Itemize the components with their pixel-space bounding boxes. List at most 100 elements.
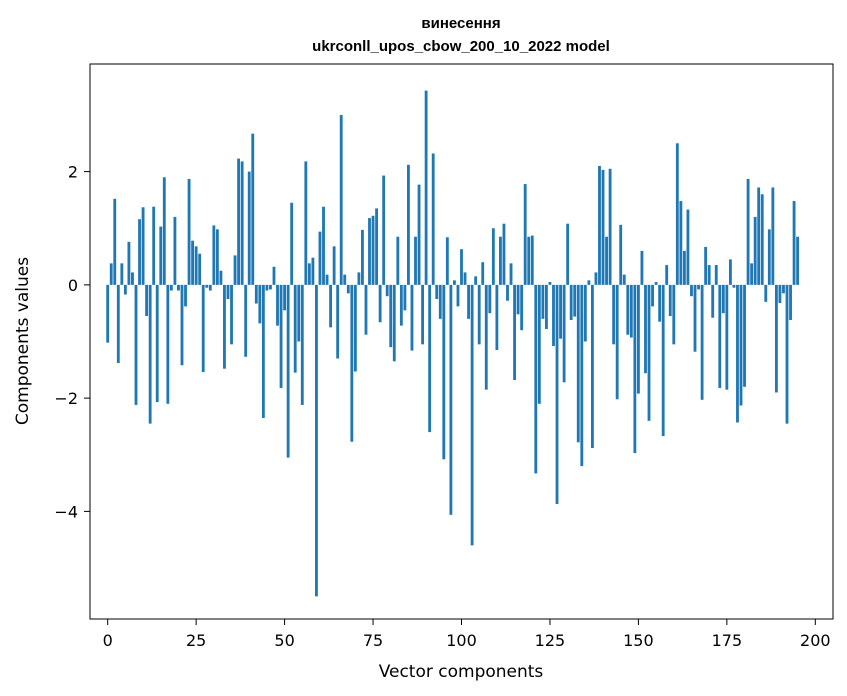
- bar-20: [177, 284, 180, 291]
- bar-113: [506, 284, 509, 301]
- bar-91: [428, 284, 432, 433]
- bar-38: [240, 161, 244, 285]
- bar-21: [180, 284, 184, 366]
- bar-49: [279, 284, 283, 388]
- bar-97: [449, 284, 453, 515]
- bar-44: [261, 284, 265, 418]
- bar-15: [159, 226, 163, 285]
- bar-182: [750, 263, 754, 285]
- bar-13: [152, 206, 156, 285]
- y-axis-ticks: −4 −2 0 2: [54, 163, 90, 521]
- bar-108: [488, 284, 492, 314]
- bar-43: [258, 284, 262, 324]
- bar-87: [414, 236, 417, 285]
- bar-90: [424, 90, 428, 285]
- bar-17: [166, 284, 170, 404]
- bar-184: [757, 187, 761, 285]
- bar-181: [746, 178, 750, 285]
- bar-169: [704, 246, 708, 285]
- bar-48: [276, 284, 279, 326]
- bar-93: [435, 284, 439, 300]
- bar-168: [700, 284, 704, 400]
- bar-94: [438, 284, 442, 319]
- bar-141: [605, 236, 608, 285]
- bar-59: [315, 284, 318, 597]
- x-tick-label: 50: [274, 631, 294, 650]
- bar-162: [679, 201, 683, 285]
- bar-76: [375, 208, 378, 285]
- bar-146: [622, 274, 626, 285]
- bar-9: [138, 219, 141, 285]
- bar-178: [736, 284, 739, 423]
- bar-163: [682, 250, 686, 285]
- bar-145: [619, 224, 623, 285]
- bar-180: [743, 284, 746, 387]
- bar-106: [481, 262, 485, 285]
- bar-159: [668, 284, 672, 317]
- bar-161: [675, 143, 679, 285]
- bar-41: [251, 133, 255, 285]
- bar-35: [230, 284, 233, 345]
- x-tick-label: 200: [800, 631, 831, 650]
- bar-160: [672, 284, 676, 345]
- bar-61: [322, 206, 325, 285]
- bar-74: [368, 218, 371, 285]
- bar-81: [392, 284, 396, 362]
- x-axis-ticks: 0 25 50 75 100 125 150 175 200: [103, 619, 831, 650]
- y-tick-label: −2: [54, 389, 78, 408]
- bar-50: [283, 284, 287, 311]
- bar-53: [293, 284, 297, 373]
- bar-172: [714, 265, 718, 285]
- x-tick-label: 100: [446, 631, 477, 650]
- bar-12: [148, 284, 152, 424]
- bar-86: [410, 284, 414, 351]
- bar-52: [290, 202, 294, 285]
- bar-89: [421, 284, 424, 345]
- bar-171: [711, 284, 715, 318]
- bars-group: [106, 90, 800, 597]
- bar-57: [307, 263, 311, 285]
- bar-45: [265, 284, 269, 291]
- bar-23: [187, 178, 191, 285]
- bar-154: [651, 284, 654, 307]
- bar-56: [304, 161, 308, 285]
- bar-193: [789, 284, 792, 320]
- bar-4: [120, 263, 124, 285]
- bar-192: [785, 284, 789, 424]
- bar-158: [665, 265, 669, 285]
- bar-135: [583, 284, 587, 342]
- bar-72: [361, 229, 364, 285]
- bar-114: [509, 263, 513, 285]
- bar-107: [484, 284, 488, 390]
- bar-70: [353, 284, 357, 372]
- bar-79: [385, 284, 389, 297]
- bar-68: [346, 284, 350, 294]
- bar-190: [778, 284, 782, 303]
- bar-58: [311, 257, 315, 285]
- bar-116: [516, 284, 520, 315]
- chart-title: винесення: [421, 15, 500, 32]
- bar-34: [226, 284, 230, 300]
- bar-84: [403, 284, 407, 311]
- bar-33: [223, 284, 226, 369]
- bar-188: [771, 187, 775, 285]
- bar-152: [644, 284, 647, 374]
- bar-157: [661, 284, 665, 437]
- bar-10: [141, 207, 145, 285]
- bar-123: [541, 284, 545, 319]
- bar-31: [215, 229, 219, 285]
- bar-170: [707, 265, 711, 285]
- bar-64: [332, 246, 336, 285]
- bar-8: [134, 284, 138, 405]
- bar-88: [417, 184, 421, 285]
- bar-7: [131, 272, 134, 285]
- bar-183: [753, 216, 757, 285]
- bar-71: [357, 272, 361, 285]
- bar-92: [431, 153, 435, 285]
- bar-156: [658, 284, 662, 322]
- bar-2: [113, 198, 117, 285]
- bar-18: [169, 284, 173, 291]
- bar-174: [721, 284, 725, 314]
- bar-1: [109, 263, 113, 285]
